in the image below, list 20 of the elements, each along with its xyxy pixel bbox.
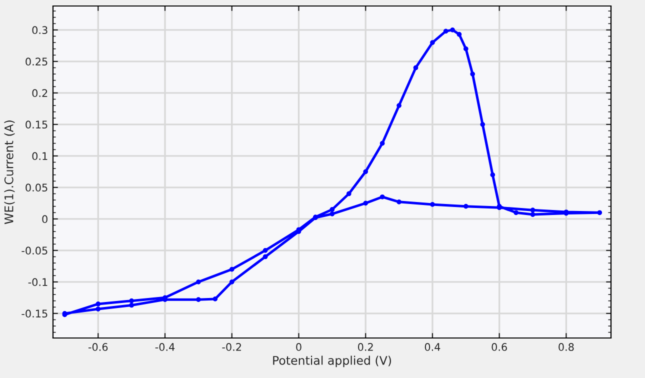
y-tick-label: 0.2 <box>32 89 48 98</box>
x-tick-label: 0.8 <box>558 343 574 351</box>
y-tick-label: 0.25 <box>26 58 48 66</box>
x-tick-label: 0 <box>296 343 302 351</box>
x-tick-label: -0.6 <box>88 343 108 351</box>
y-tick-label: -0.15 <box>22 310 48 318</box>
x-axis-title: Potential applied (V) <box>273 356 392 368</box>
y-tick-label: 0.1 <box>32 152 48 160</box>
y-tick-label: 0 <box>42 215 48 224</box>
x-tick-label: 0.6 <box>492 343 507 351</box>
y-axis-title: WE(1).Current (A) <box>4 120 15 224</box>
y-tick-label: 0.05 <box>26 184 48 192</box>
x-tick-label: 0.4 <box>424 343 440 351</box>
x-tick-label: -0.4 <box>155 343 175 351</box>
x-tick-label: 0.2 <box>358 343 373 351</box>
y-tick-label: 0.3 <box>32 26 48 34</box>
y-tick-label: -0.1 <box>28 278 48 286</box>
y-tick-label: -0.05 <box>22 246 48 255</box>
y-tick-label: 0.15 <box>26 120 48 129</box>
x-tick-label: -0.2 <box>222 343 241 351</box>
